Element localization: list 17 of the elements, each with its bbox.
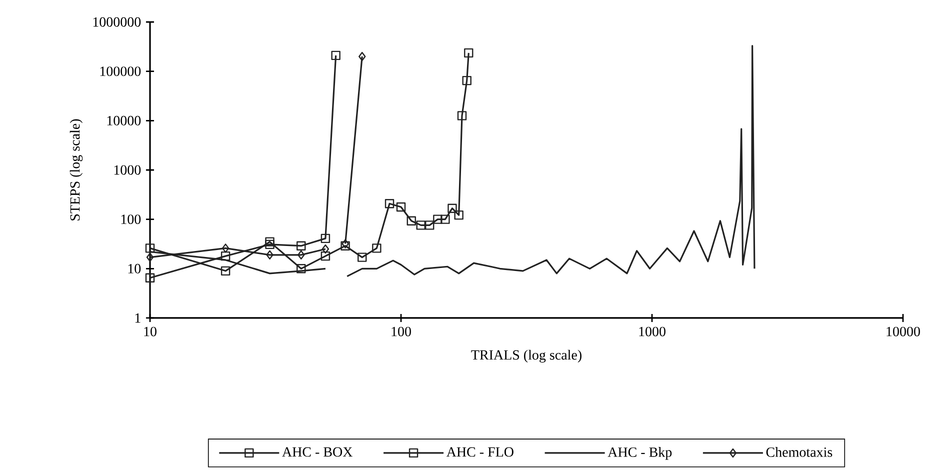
y-tick-label: 100000 bbox=[100, 66, 141, 76]
y-tick-label: 1 bbox=[135, 313, 140, 323]
legend-label: AHC - Bkp bbox=[608, 447, 672, 460]
y-axis-title: STEPS (log scale) bbox=[70, 119, 83, 220]
y-tick-label: 1000000 bbox=[93, 17, 141, 27]
x-tick-label: 10000 bbox=[886, 326, 920, 336]
x-tick-label: 100 bbox=[392, 326, 411, 336]
x-axis-title: TRIALS (log scale) bbox=[471, 350, 582, 363]
y-tick-label: 1000 bbox=[114, 165, 141, 175]
legend-label: Chemotaxis bbox=[766, 447, 832, 457]
y-tick-label: 10 bbox=[128, 264, 141, 274]
y-tick-label: 100 bbox=[121, 214, 141, 224]
legend-label: AHC - BOX bbox=[282, 447, 352, 457]
x-tick-label: 10 bbox=[144, 326, 156, 336]
y-tick-label: 10000 bbox=[107, 116, 141, 126]
x-tick-label: 1000 bbox=[639, 326, 666, 336]
legend-label: AHC - FLO bbox=[446, 447, 514, 457]
